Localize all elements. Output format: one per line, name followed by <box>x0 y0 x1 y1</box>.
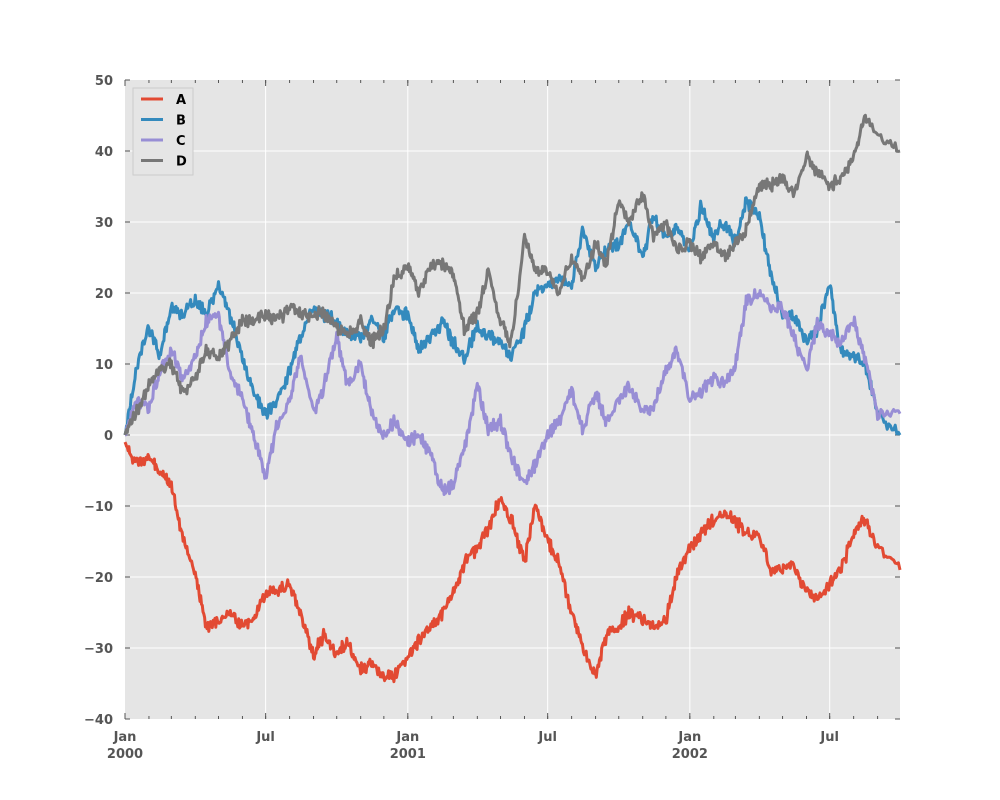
y-tick-label: 40 <box>95 145 113 160</box>
legend-label-c: C <box>176 134 186 149</box>
legend-label-b: B <box>176 114 186 129</box>
y-tick-label: 0 <box>104 429 113 444</box>
x-tick-label: Jan <box>113 730 137 745</box>
gridlines <box>125 80 900 719</box>
x-tick-year-label: 2002 <box>672 747 708 762</box>
series-line-b <box>123 196 902 436</box>
y-tick-label: 30 <box>95 216 113 231</box>
y-tick-label: 50 <box>95 74 113 89</box>
x-tick-year-label: 2000 <box>107 747 143 762</box>
legend-label-a: A <box>176 93 186 108</box>
y-tick-label: −30 <box>84 642 113 657</box>
x-tick-label: Jul <box>255 730 275 745</box>
x-axis-labels: Jan 2000 Jul Jan 2001 Jul Jan 2002 Jul <box>107 730 839 762</box>
legend-label-d: D <box>176 155 187 170</box>
x-tick-label: Jul <box>819 730 839 745</box>
series-line-d <box>123 113 901 436</box>
x-tick-label: Jan <box>395 730 419 745</box>
y-axis-labels: −40 −30 −20 −10 0 10 20 30 40 50 <box>84 74 113 728</box>
x-tick-label: Jan <box>677 730 701 745</box>
y-tick-label: −20 <box>84 571 113 586</box>
x-tick-label: Jul <box>537 730 557 745</box>
series-line-c <box>124 288 902 496</box>
y-tick-label: −40 <box>84 713 113 728</box>
y-tick-label: 10 <box>95 358 113 373</box>
y-tick-label: 20 <box>95 287 113 302</box>
series-lines <box>123 113 902 684</box>
axis-ticks <box>124 79 900 720</box>
series-line-a <box>123 441 902 684</box>
y-tick-label: −10 <box>84 500 113 515</box>
x-tick-year-label: 2001 <box>390 747 426 762</box>
